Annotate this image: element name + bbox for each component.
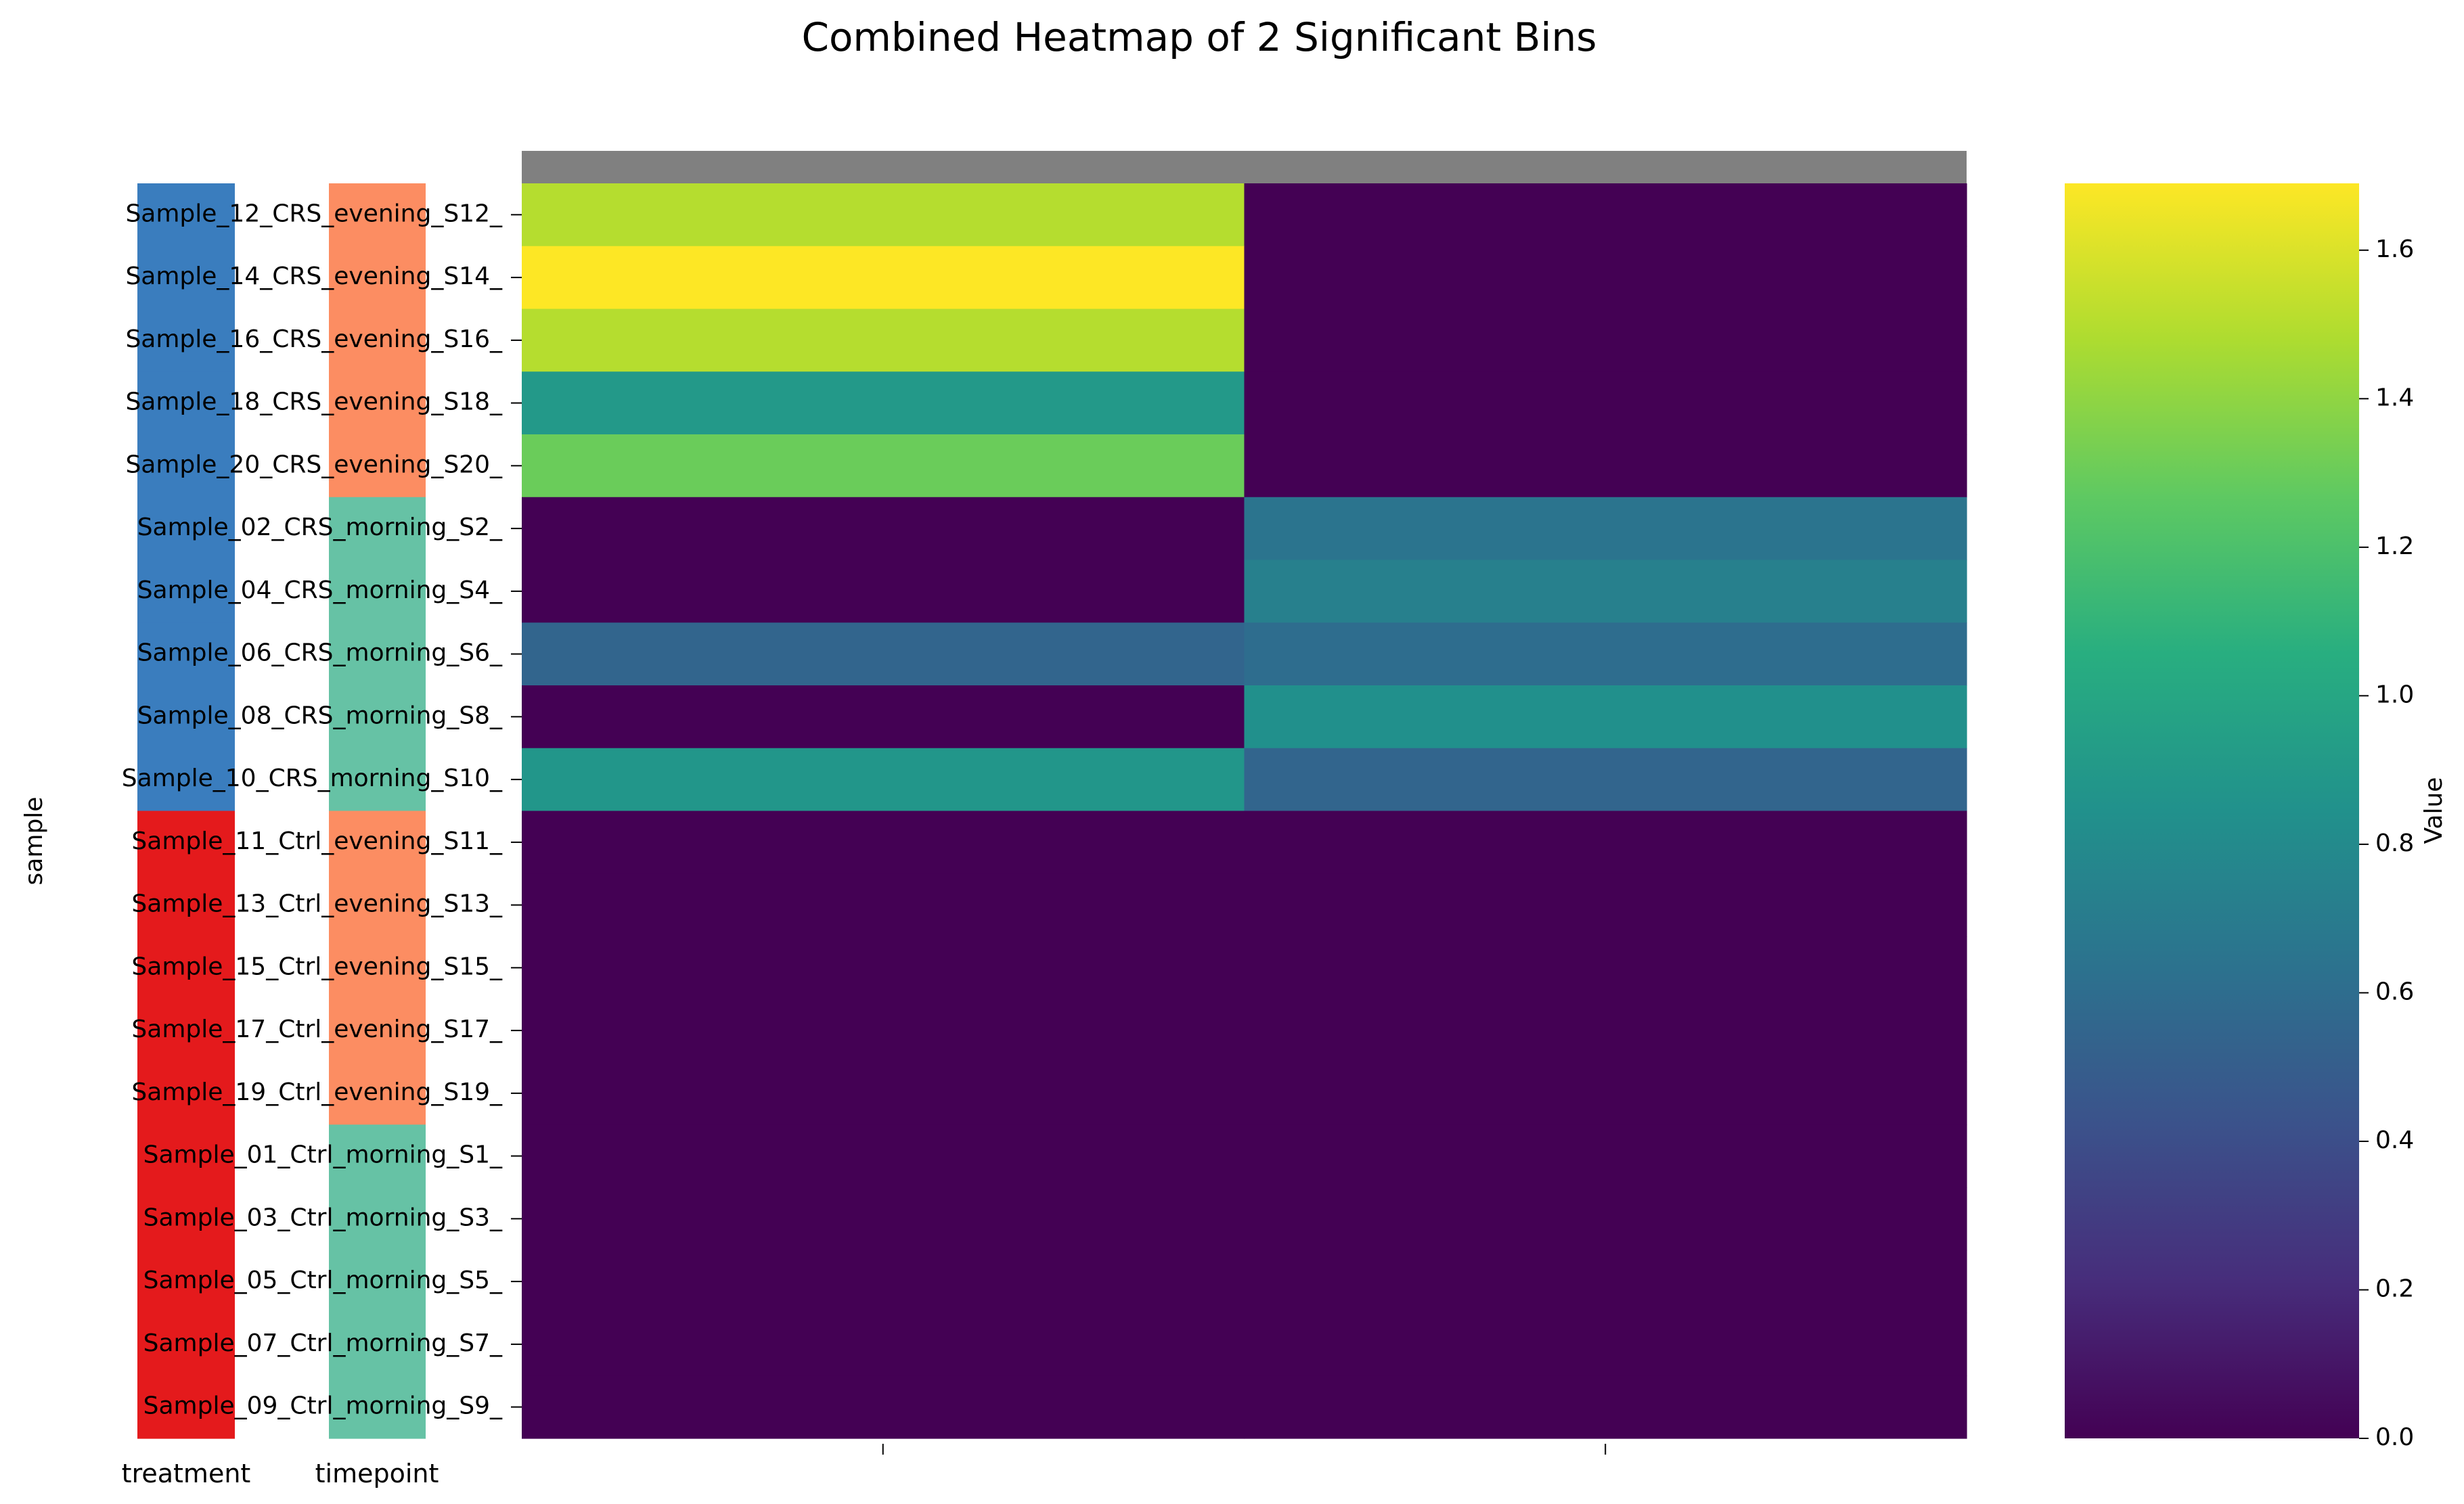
row-label: Sample_06_CRS_morning_S6_ <box>137 639 503 667</box>
heatmap-cell <box>1245 497 1967 560</box>
heatmap-cell <box>522 183 1245 246</box>
heatmap-cell <box>1245 371 1967 434</box>
heatmap-cell <box>1245 246 1967 309</box>
colorbar-tick-label: 0.0 <box>2375 1423 2414 1451</box>
y-axis-label: sample <box>20 797 48 886</box>
heatmap-cell <box>1245 936 1967 999</box>
heatmap-cell <box>522 309 1245 372</box>
colorbar-tick-label: 1.2 <box>2375 532 2414 560</box>
heatmap-cell <box>522 622 1245 685</box>
colorbar-tick-label: 1.6 <box>2375 235 2414 263</box>
heatmap-cell <box>1245 434 1967 497</box>
colorbar-tick-label: 0.8 <box>2375 829 2414 857</box>
heatmap-cell <box>1245 1375 1967 1438</box>
colorbar-ticks: 0.0 0.2 0.4 0.6 0.8 1.0 1.2 1.4 1.6 <box>2359 235 2414 1451</box>
row-label: Sample_13_Ctrl_evening_S13_ <box>131 890 503 918</box>
heatmap-cells <box>522 183 1967 1439</box>
heatmap-cell <box>522 1375 1245 1438</box>
row-label: Sample_17_Ctrl_evening_S17_ <box>131 1016 503 1043</box>
row-label: Sample_03_Ctrl_morning_S3_ <box>143 1204 503 1231</box>
chart-title: Combined Heatmap of 2 Significant Bins <box>801 14 1596 60</box>
colorbar-tick-label: 0.2 <box>2375 1275 2414 1302</box>
row-label: Sample_07_Ctrl_morning_S7_ <box>143 1329 503 1357</box>
row-label: Sample_12_CRS_evening_S12_ <box>125 200 503 227</box>
heatmap-cell <box>522 873 1245 936</box>
colorbar-tick-label: 1.4 <box>2375 384 2414 411</box>
heatmap-cell <box>522 371 1245 434</box>
row-label: Sample_04_CRS_morning_S4_ <box>137 576 503 604</box>
annotation-label-timepoint: timepoint <box>315 1459 439 1488</box>
heatmap-cell <box>1245 1187 1967 1250</box>
heatmap-cell <box>522 1187 1245 1250</box>
annotation-label-treatment: treatment <box>122 1459 251 1488</box>
row-label: Sample_02_CRS_morning_S2_ <box>137 514 503 541</box>
heatmap-cell <box>522 1062 1245 1125</box>
row-label: Sample_11_Ctrl_evening_S11_ <box>131 827 503 855</box>
row-label: Sample_16_CRS_evening_S16_ <box>125 325 503 353</box>
row-label: Sample_09_Ctrl_morning_S9_ <box>143 1392 503 1420</box>
row-label: Sample_14_CRS_evening_S14_ <box>125 263 503 290</box>
row-label: Sample_20_CRS_evening_S20_ <box>125 451 503 478</box>
heatmap-cell <box>1245 183 1967 246</box>
colorbar <box>2065 183 2359 1438</box>
heatmap-cell <box>522 1313 1245 1376</box>
heatmap-cell <box>1245 1124 1967 1187</box>
heatmap-cell <box>522 1124 1245 1187</box>
colorbar-tick-label: 0.6 <box>2375 978 2414 1005</box>
heatmap-cell <box>522 434 1245 497</box>
heatmap-cell <box>522 936 1245 999</box>
heatmap-cell <box>1245 1250 1967 1313</box>
heatmap-cell <box>522 748 1245 811</box>
row-label: Sample_10_CRS_morning_S10_ <box>122 765 503 792</box>
row-label: Sample_18_CRS_evening_S18_ <box>125 388 503 416</box>
heatmap-cell <box>522 497 1245 560</box>
heatmap-cell <box>1245 622 1967 685</box>
heatmap-cell <box>1245 560 1967 623</box>
heatmap-cell <box>1245 309 1967 372</box>
colorbar-tick-label: 1.0 <box>2375 681 2414 708</box>
heatmap-cell <box>1245 873 1967 936</box>
row-label: Sample_05_Ctrl_morning_S5_ <box>143 1267 503 1294</box>
row-label: Sample_15_Ctrl_evening_S15_ <box>131 953 503 980</box>
heatmap-cell <box>522 560 1245 623</box>
column-header-bar <box>522 151 1967 183</box>
colorbar-label: Value <box>2420 777 2448 844</box>
heatmap-cell <box>522 999 1245 1062</box>
row-label: Sample_08_CRS_morning_S8_ <box>137 702 503 729</box>
x-axis <box>883 1444 1606 1455</box>
heatmap-cell <box>1245 685 1967 748</box>
heatmap-cell <box>1245 999 1967 1062</box>
heatmap-cell <box>522 246 1245 309</box>
heatmap-cell <box>1245 811 1967 874</box>
heatmap-cell <box>1245 1313 1967 1376</box>
annotation-columns <box>137 183 426 1439</box>
row-label: Sample_01_Ctrl_morning_S1_ <box>143 1141 503 1169</box>
heatmap-cell <box>522 1250 1245 1313</box>
heatmap-cell <box>522 811 1245 874</box>
row-label: Sample_19_Ctrl_evening_S19_ <box>131 1078 503 1106</box>
heatmap-cell <box>522 685 1245 748</box>
heatmap-cell <box>1245 748 1967 811</box>
heatmap-cell <box>1245 1062 1967 1125</box>
colorbar-tick-label: 0.4 <box>2375 1126 2414 1154</box>
